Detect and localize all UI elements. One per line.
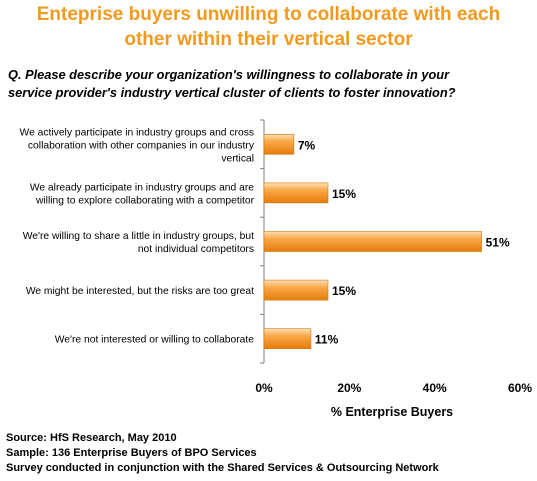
x-axis-title: % Enterprise Buyers (331, 405, 453, 419)
data-label-3: 51% (486, 236, 510, 250)
x-tick-label-1: 0% (255, 381, 273, 395)
data-label-5: 11% (315, 333, 339, 347)
category-label-3-line-2: not individual competitors (138, 244, 254, 255)
bar-4 (263, 279, 329, 301)
survey-question-line-2: service provider's industry vertical clu… (8, 85, 456, 100)
data-label-2: 15% (332, 187, 356, 201)
chart-footer: Source: HfS Research, May 2010 Sample: 1… (6, 431, 534, 476)
chart-title: Enteprise buyers unwilling to collaborat… (0, 2, 537, 52)
footer-sample: Sample: 136 Enterprise Buyers of BPO Ser… (6, 447, 257, 459)
category-label-2-line-2: willing to explore collaborating with a … (35, 195, 255, 206)
category-label-1-line-3: vertical (221, 153, 254, 164)
bar-1 (263, 134, 295, 155)
bar-3 (263, 231, 482, 252)
survey-question: Q. Please describe your organization's w… (8, 66, 532, 102)
bar-5 (263, 328, 312, 350)
footer-source: Source: HfS Research, May 2010 (6, 432, 177, 444)
survey-question-line-1: Q. Please describe your organization's w… (8, 67, 450, 82)
x-tick-label-4: 60% (508, 381, 532, 395)
category-label-3-line-1: We're willing to share a little in indus… (23, 231, 254, 242)
x-tick-label-3: 40% (423, 381, 447, 395)
data-label-4: 15% (332, 284, 356, 298)
category-label-5-line-1: We're not interested or willing to colla… (55, 335, 255, 346)
x-tick-label-2: 20% (337, 381, 361, 395)
data-label-1: 7% (298, 138, 316, 152)
category-label-1-line-1: We actively participate in industry grou… (20, 127, 254, 138)
chart-title-line-2: other within their vertical sector (124, 29, 413, 50)
chart-title-line-1: Enteprise buyers unwilling to collaborat… (36, 4, 501, 25)
category-label-4-line-1: We might be interested, but the risks ar… (26, 286, 254, 297)
bar-2 (263, 182, 329, 204)
category-label-1-line-2: collaboration with other companies in ou… (28, 140, 255, 151)
footer-note: Survey conducted in conjunction with the… (6, 462, 439, 474)
category-label-2-line-1: We already participate in industry group… (30, 182, 254, 193)
